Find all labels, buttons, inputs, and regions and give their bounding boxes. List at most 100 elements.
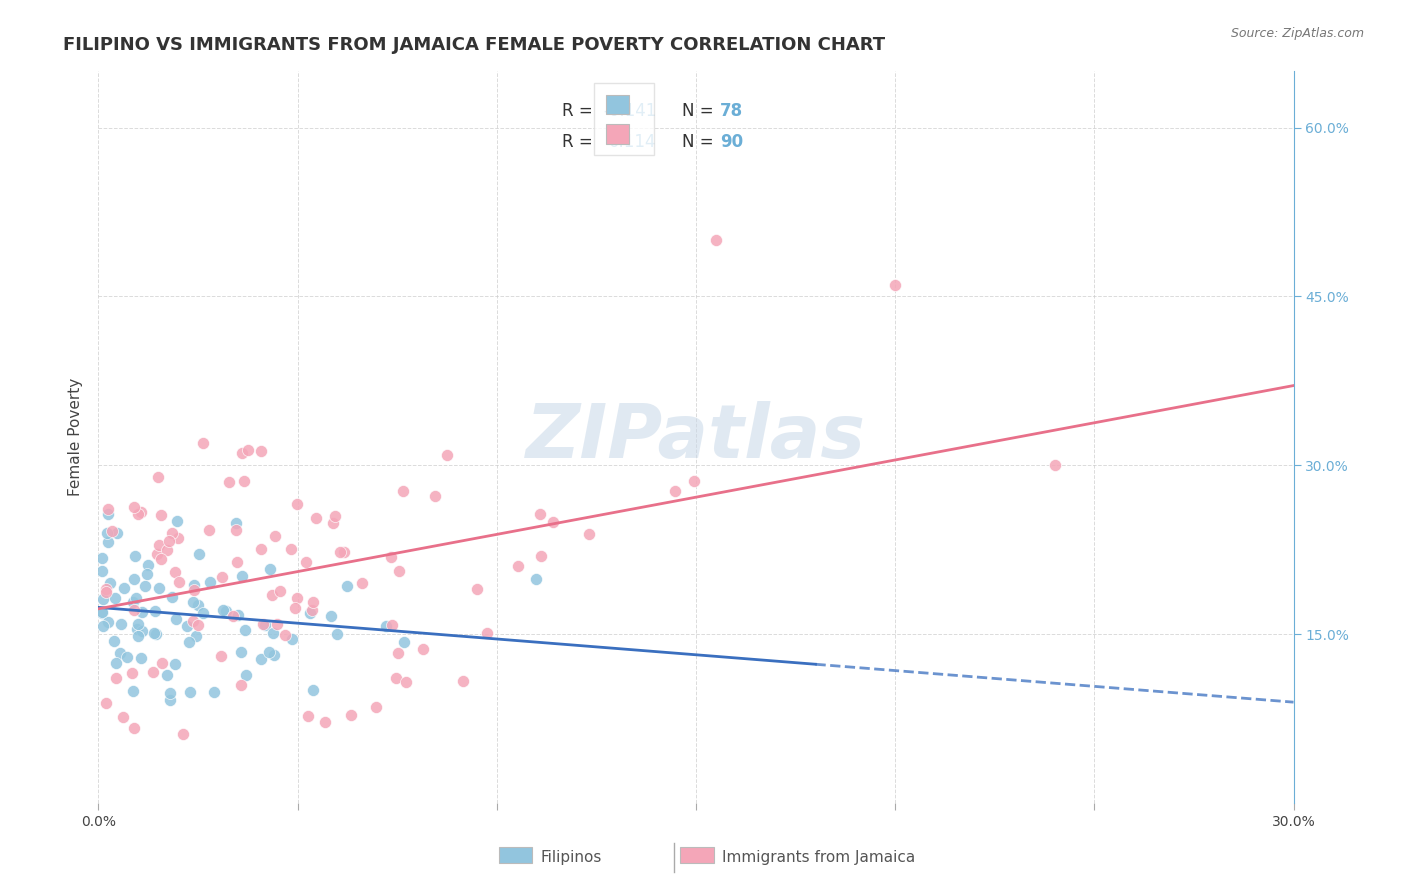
Point: [281, 632, 304, 646]
Point: [284, 601, 307, 615]
Point: [179, 685, 201, 699]
Point: [160, 591, 183, 605]
Point: [229, 645, 252, 659]
Point: [145, 626, 167, 640]
Point: [225, 516, 247, 531]
Point: [186, 629, 208, 643]
Point: [101, 524, 124, 538]
Point: [150, 656, 173, 670]
Point: [215, 604, 238, 618]
Point: [91, 606, 114, 620]
Point: [475, 626, 498, 640]
Point: [181, 615, 204, 629]
Point: [236, 442, 259, 457]
Point: [165, 611, 187, 625]
Point: [100, 576, 122, 591]
Text: 0.114: 0.114: [609, 133, 657, 151]
Point: [96, 525, 118, 540]
Text: -0.141: -0.141: [603, 102, 657, 120]
Point: [329, 545, 352, 559]
Point: [235, 668, 257, 682]
Text: ZIPatlas: ZIPatlas: [526, 401, 866, 474]
Point: [91, 550, 114, 565]
Point: [212, 603, 235, 617]
Point: [235, 623, 257, 637]
Y-axis label: Female Poverty: Female Poverty: [67, 378, 83, 496]
Point: [146, 547, 169, 561]
Point: [167, 574, 190, 589]
Point: [340, 708, 363, 723]
Point: [143, 604, 166, 618]
Point: [159, 685, 181, 699]
Text: 90: 90: [720, 133, 742, 151]
Point: [394, 675, 416, 690]
Point: [91, 605, 114, 619]
Point: [231, 446, 253, 460]
Point: [524, 572, 547, 586]
Point: [211, 569, 233, 583]
Point: [105, 526, 128, 541]
Point: [156, 667, 179, 681]
Point: [280, 542, 302, 557]
Point: [149, 508, 172, 522]
Point: [254, 617, 277, 632]
Point: [285, 591, 308, 606]
Point: [91, 565, 114, 579]
Point: [233, 474, 256, 488]
Point: [302, 683, 325, 698]
Point: [314, 715, 336, 730]
Point: [508, 559, 530, 574]
Point: [302, 594, 325, 608]
Point: [388, 564, 411, 578]
Point: [125, 591, 148, 606]
Point: [105, 657, 128, 671]
Point: [122, 595, 145, 609]
Point: [131, 605, 153, 619]
Point: [451, 674, 474, 689]
Point: [319, 608, 342, 623]
Point: [112, 581, 135, 595]
Point: [121, 665, 143, 680]
Point: [127, 629, 149, 643]
Point: [305, 511, 328, 525]
Point: [163, 657, 186, 672]
Point: [172, 727, 194, 741]
Point: [297, 709, 319, 723]
Point: [412, 642, 434, 657]
Point: [225, 523, 247, 537]
Point: [257, 645, 280, 659]
Point: [181, 595, 204, 609]
Point: [683, 474, 706, 488]
Point: [149, 552, 172, 566]
Legend: , : ,: [595, 83, 654, 155]
Point: [191, 607, 214, 621]
FancyBboxPatch shape: [681, 847, 714, 863]
Point: [364, 699, 387, 714]
Point: [125, 622, 148, 636]
Point: [110, 646, 132, 660]
Text: N =: N =: [682, 102, 718, 120]
Point: [336, 579, 359, 593]
Point: [1043, 458, 1066, 473]
Point: [301, 602, 323, 616]
Point: [91, 618, 114, 632]
Point: [97, 507, 120, 521]
Point: [322, 516, 344, 531]
Text: Source: ZipAtlas.com: Source: ZipAtlas.com: [1230, 27, 1364, 40]
Point: [332, 544, 354, 558]
Point: [323, 509, 346, 524]
Point: [136, 558, 159, 573]
Point: [131, 505, 153, 519]
Point: [384, 671, 406, 685]
Point: [228, 608, 250, 623]
Text: FILIPINO VS IMMIGRANTS FROM JAMAICA FEMALE POVERTY CORRELATION CHART: FILIPINO VS IMMIGRANTS FROM JAMAICA FEMA…: [63, 36, 886, 54]
Point: [176, 618, 198, 632]
Point: [188, 547, 211, 561]
Point: [381, 617, 404, 632]
Text: R =: R =: [562, 102, 598, 120]
Point: [94, 584, 117, 599]
Text: R =: R =: [562, 133, 603, 151]
Point: [94, 696, 117, 710]
Text: 78: 78: [720, 102, 742, 120]
Point: [884, 278, 907, 293]
